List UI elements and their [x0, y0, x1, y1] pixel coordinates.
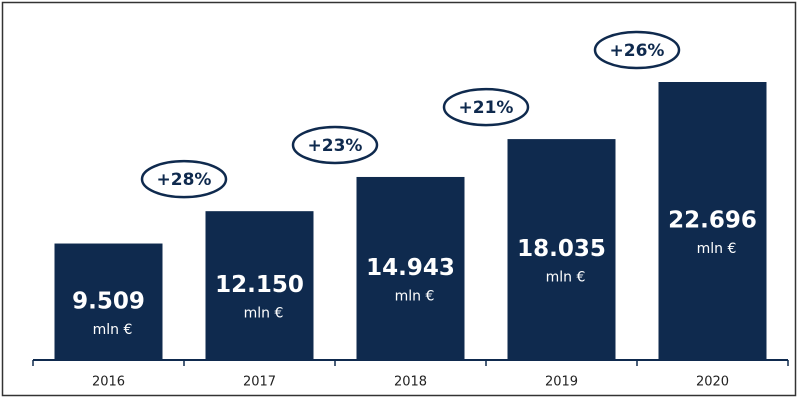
x-tick-label: 2018: [394, 375, 427, 390]
growth-badge: [442, 87, 530, 127]
value-label: 12.150: [215, 272, 304, 298]
value-unit: mln €: [244, 306, 284, 322]
value-unit: mln €: [546, 270, 586, 286]
growth-label: +21%: [459, 98, 514, 118]
value-label: 9.509: [72, 288, 145, 314]
growth-badge: [593, 30, 681, 70]
bar: [356, 176, 465, 360]
value-label: 18.035: [517, 236, 606, 262]
bar: [658, 82, 767, 360]
value-label: 22.696: [668, 208, 757, 234]
value-unit: mln €: [395, 288, 435, 304]
growth-badge: [140, 159, 228, 199]
x-tick-label: 2019: [545, 375, 578, 390]
x-tick-label: 2017: [243, 375, 276, 390]
bar: [205, 211, 314, 360]
growth-badge: [291, 125, 379, 165]
growth-label: +26%: [610, 41, 665, 61]
value-unit: mln €: [93, 322, 133, 338]
growth-label: +23%: [308, 136, 363, 156]
growth-label: +28%: [157, 170, 212, 190]
value-label: 14.943: [366, 255, 455, 281]
bar: [54, 243, 163, 360]
x-tick-label: 2016: [92, 375, 125, 390]
x-tick-label: 2020: [696, 375, 729, 390]
bar: [507, 139, 616, 360]
value-unit: mln €: [697, 241, 737, 257]
